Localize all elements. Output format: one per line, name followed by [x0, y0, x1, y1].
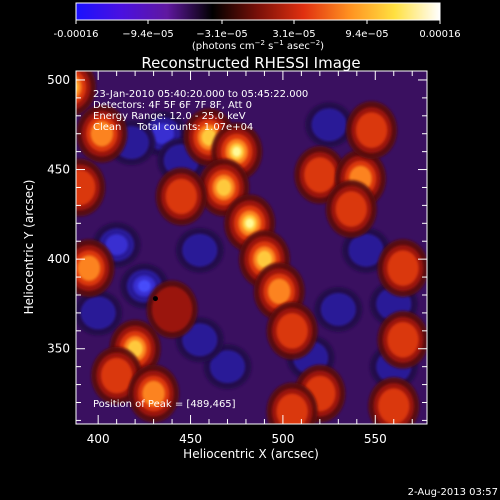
- units-mid: asec: [284, 41, 310, 52]
- units-suffix: ): [320, 41, 324, 52]
- y-axis-label: Heliocentric Y (arcsec): [22, 180, 36, 315]
- clean-annotation: Clean Total counts: 1.07e+04: [93, 122, 253, 133]
- dim-region: [348, 233, 384, 267]
- bright-region: [267, 278, 291, 305]
- colorbar-ticks: [75, 20, 441, 24]
- bright-region: [216, 178, 232, 196]
- y-tick-label: 450: [47, 163, 70, 177]
- colorbar-units: (photons cm−2 s−1 asec−2): [192, 39, 324, 52]
- dim-region: [151, 123, 175, 145]
- bright-region: [276, 312, 308, 349]
- bright-region: [335, 191, 368, 227]
- peak-position-label: Position of Peak = [489,465]: [93, 399, 236, 410]
- time-range-annotation: 23-Jan-2010 05:40:20.000 to 05:45:22.000: [93, 89, 308, 100]
- colorbar-tick-label: -0.00016: [54, 29, 99, 40]
- dim-region: [182, 233, 218, 267]
- bright-region: [256, 250, 272, 268]
- bright-region: [165, 178, 198, 215]
- energy-annotation: Energy Range: 12.0 - 25.0 keV: [93, 111, 246, 122]
- source-marker: [152, 296, 158, 302]
- colorbar-tick-label: −3.1e−05: [196, 29, 248, 40]
- bright-region: [100, 357, 133, 394]
- y-tick-label: 500: [47, 73, 70, 87]
- units-exp: −1: [273, 39, 283, 47]
- bright-region: [232, 146, 242, 157]
- dim-region: [137, 280, 151, 293]
- units-exp: −2: [310, 39, 320, 47]
- bright-region: [355, 112, 388, 148]
- colorbar-tick-label: 0.00016: [419, 29, 460, 40]
- bright-region: [90, 120, 114, 147]
- plot-area: [75, 70, 428, 425]
- bright-region: [151, 286, 193, 333]
- bright-region: [387, 250, 419, 286]
- bright-region: [142, 380, 165, 407]
- colorbar-tick-label: 9.4e−05: [345, 29, 388, 40]
- units-prefix: (photons cm: [192, 41, 255, 52]
- bright-region: [276, 393, 308, 424]
- footer-date: 2-Aug-2013 03:57: [408, 487, 498, 498]
- dim-region: [209, 350, 246, 384]
- bright-region: [201, 128, 217, 146]
- chart-title: Reconstructed RHESSI Image: [141, 54, 360, 72]
- bright-region: [76, 169, 96, 206]
- colorbar-tick-label: 3.1e−05: [272, 29, 315, 40]
- colorbar: [75, 2, 441, 21]
- y-tick-label: 400: [47, 252, 70, 266]
- bright-region: [387, 321, 419, 358]
- x-tick-label: 500: [271, 432, 294, 446]
- units-mid: s: [265, 41, 273, 52]
- x-tick-label: 400: [87, 432, 110, 446]
- colorbar-tick-label: −9.4e−05: [122, 29, 174, 40]
- bright-region: [245, 218, 255, 229]
- dim-region: [182, 323, 218, 357]
- x-axis-label: Heliocentric X (arcsec): [183, 447, 319, 461]
- units-exp: −2: [255, 39, 265, 47]
- dim-region: [80, 296, 116, 330]
- bright-region: [377, 388, 410, 424]
- y-tick-label: 350: [47, 342, 70, 356]
- x-tick-label: 450: [179, 432, 202, 446]
- dim-region: [320, 292, 356, 326]
- x-tick-label: 550: [364, 432, 387, 446]
- bright-region: [76, 76, 82, 99]
- bright-region: [304, 157, 336, 193]
- heatmap-image: [76, 71, 427, 424]
- detectors-annotation: Detectors: 4F 5F 6F 7F 8F, Att 0: [93, 100, 252, 111]
- bright-region: [77, 255, 101, 281]
- plot-frame: [75, 70, 428, 425]
- axes-ticks: 400 450 500 550 350 400 450 500: [47, 71, 427, 446]
- dim-region: [311, 108, 347, 142]
- dim-region: [105, 234, 128, 256]
